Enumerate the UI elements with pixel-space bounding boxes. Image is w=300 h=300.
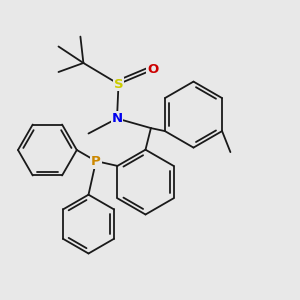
Text: O: O [147, 63, 159, 76]
Text: P: P [91, 154, 101, 168]
Text: N: N [111, 112, 123, 125]
Text: S: S [114, 77, 123, 91]
